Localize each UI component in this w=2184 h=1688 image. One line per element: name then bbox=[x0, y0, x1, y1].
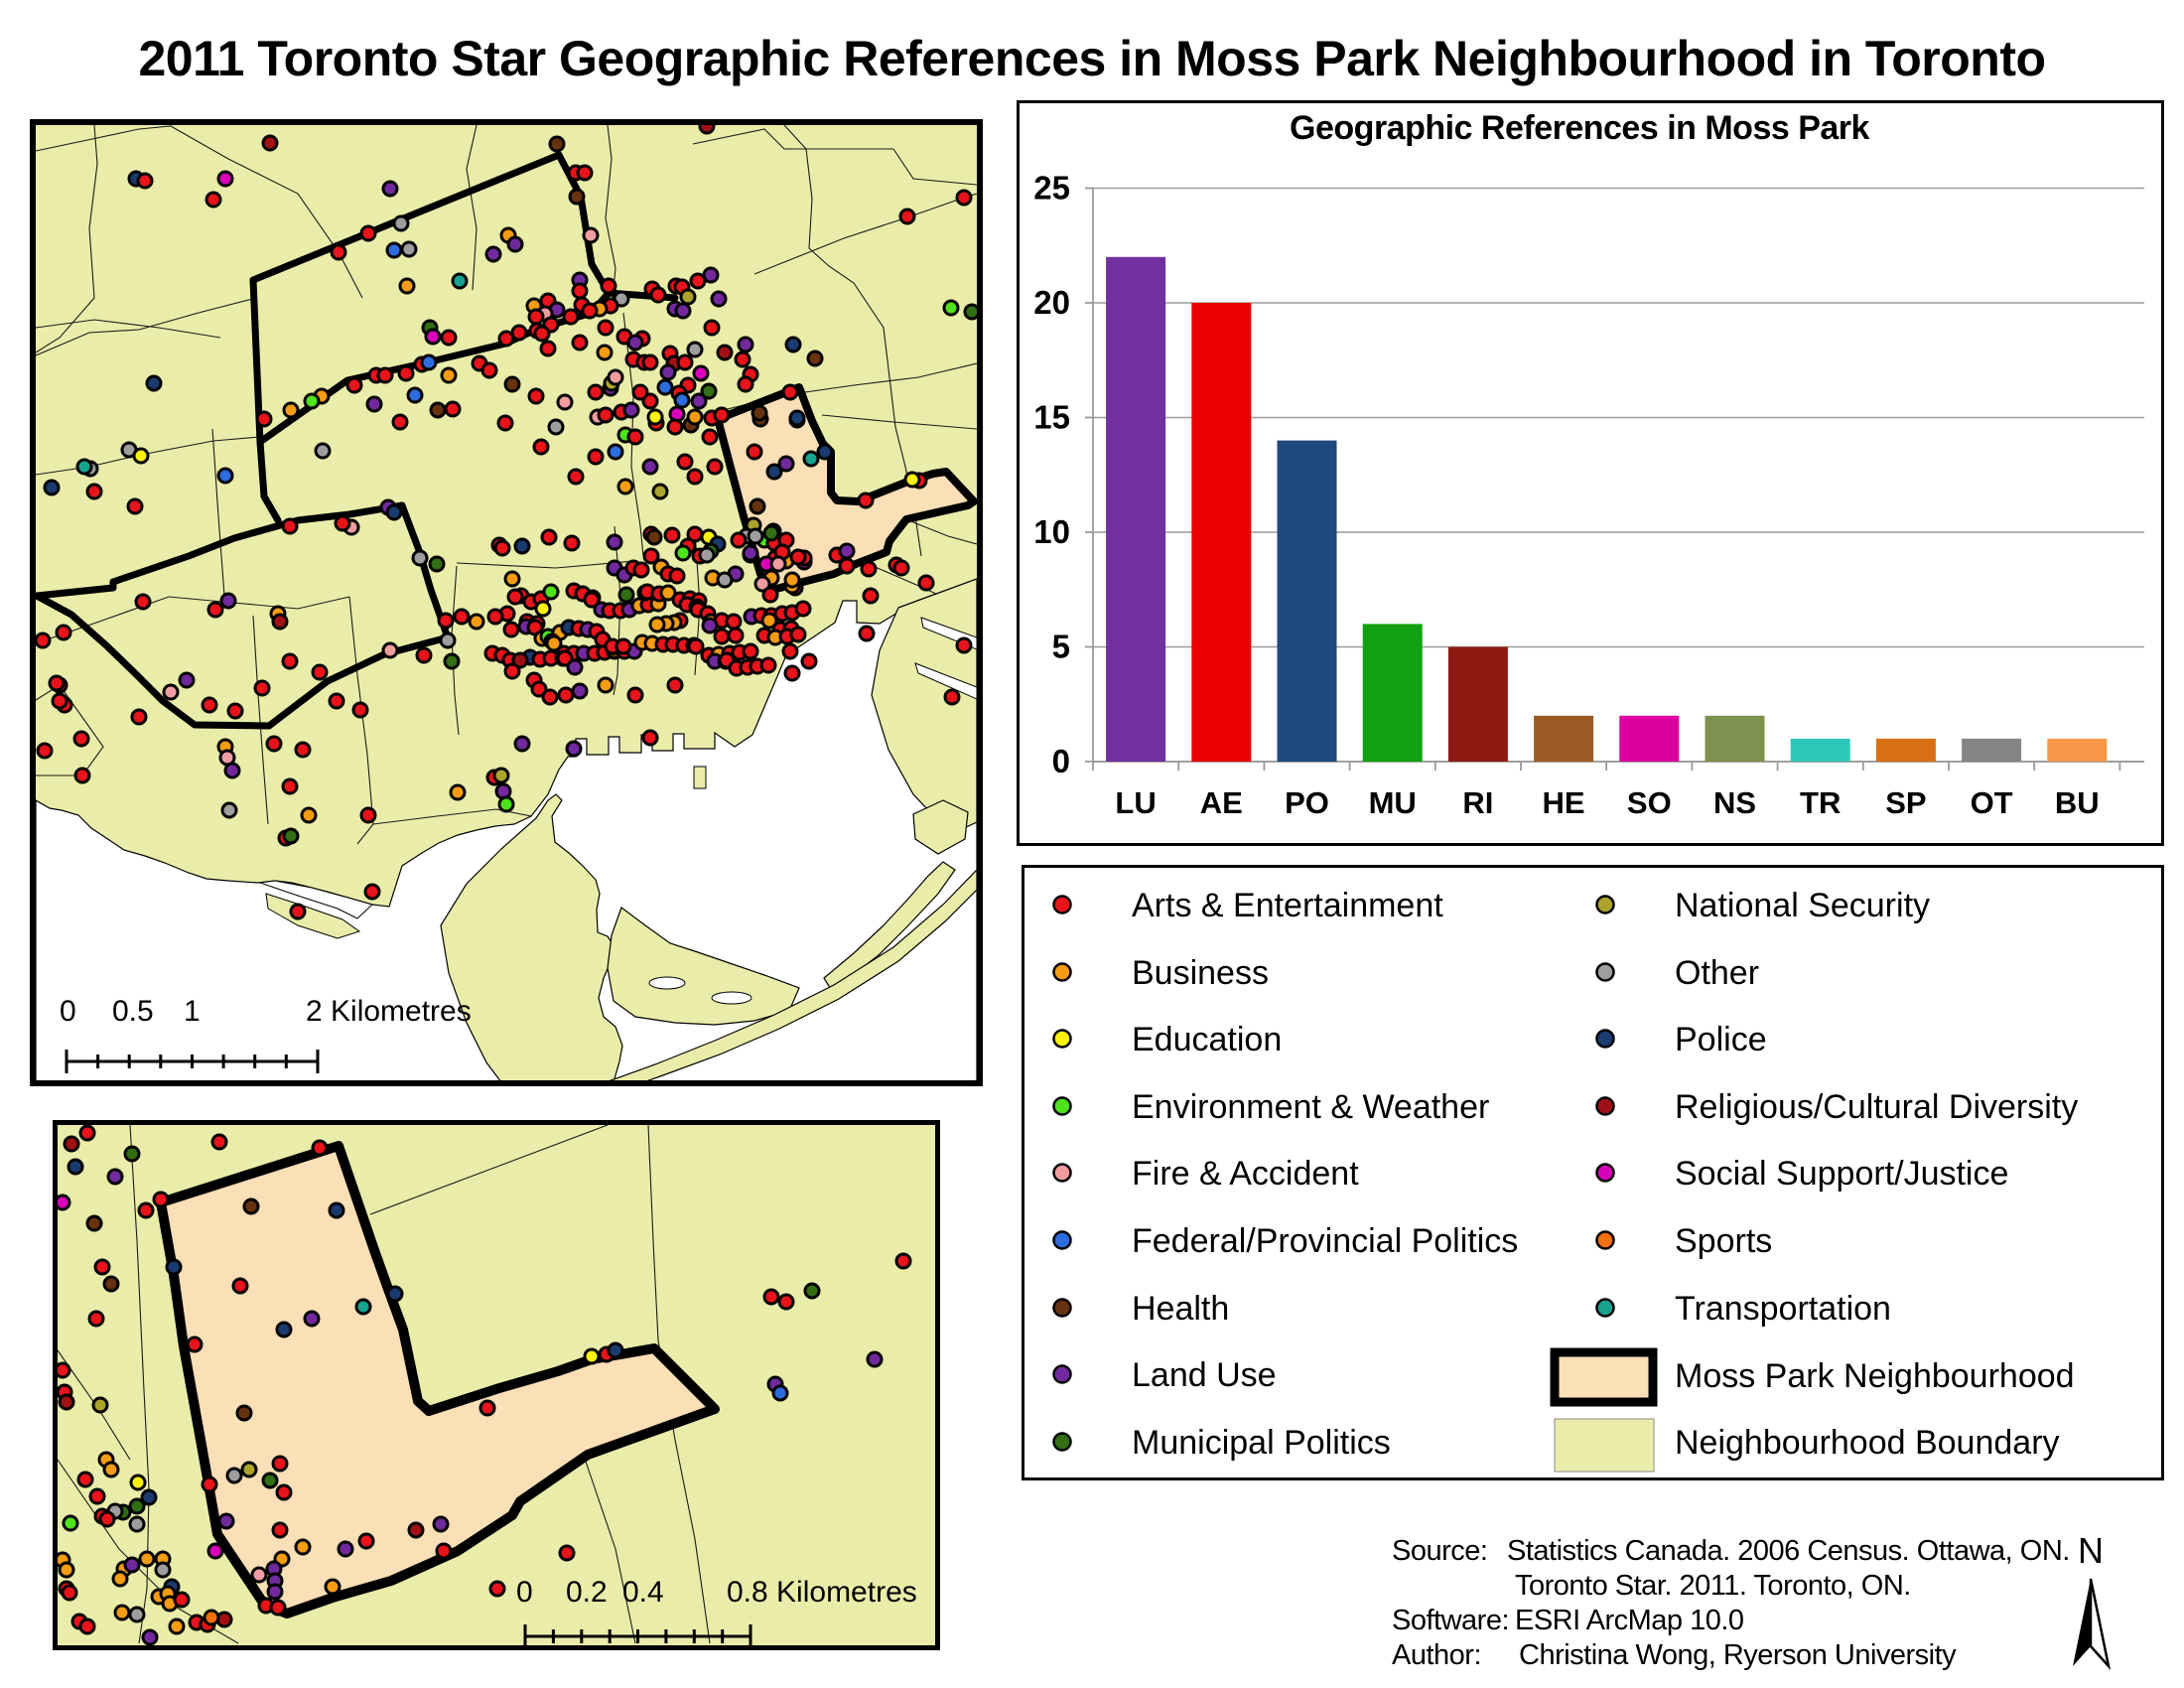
svg-text:AE: AE bbox=[1200, 785, 1243, 820]
svg-text:Education: Education bbox=[1132, 1021, 1282, 1058]
svg-text:National Security: National Security bbox=[1675, 887, 1930, 924]
svg-text:HE: HE bbox=[1543, 785, 1585, 820]
svg-text:Transportation: Transportation bbox=[1675, 1290, 1891, 1328]
svg-text:2 Kilometres: 2 Kilometres bbox=[306, 995, 472, 1028]
svg-text:OT: OT bbox=[1971, 785, 2013, 820]
svg-text:TR: TR bbox=[1800, 785, 1841, 820]
svg-text:Land Use: Land Use bbox=[1132, 1356, 1277, 1394]
svg-text:0: 0 bbox=[60, 995, 76, 1028]
svg-text:LU: LU bbox=[1115, 785, 1156, 820]
svg-text:0: 0 bbox=[1052, 743, 1070, 779]
svg-text:Geographic References in Moss: Geographic References in Moss Park bbox=[1290, 109, 1869, 147]
svg-text:MU: MU bbox=[1369, 785, 1417, 820]
svg-text:Sports: Sports bbox=[1675, 1222, 1772, 1260]
svg-text:Moss Park Neighbourhood: Moss Park Neighbourhood bbox=[1675, 1357, 2075, 1395]
svg-text:Health: Health bbox=[1132, 1290, 1229, 1328]
svg-text:Municipal Politics: Municipal Politics bbox=[1132, 1424, 1391, 1462]
svg-text:RI: RI bbox=[1462, 785, 1493, 820]
svg-text:N: N bbox=[2078, 1530, 2104, 1571]
svg-text:1: 1 bbox=[184, 995, 201, 1028]
svg-text:PO: PO bbox=[1285, 785, 1329, 820]
svg-text:Neighbourhood Boundary: Neighbourhood Boundary bbox=[1675, 1424, 2060, 1462]
svg-text:Federal/Provincial Politics: Federal/Provincial Politics bbox=[1132, 1222, 1518, 1260]
svg-text:Fire & Accident: Fire & Accident bbox=[1132, 1155, 1359, 1193]
svg-text:Arts & Entertainment: Arts & Entertainment bbox=[1132, 887, 1443, 924]
svg-text:Business: Business bbox=[1132, 954, 1269, 992]
svg-text:0.4: 0.4 bbox=[622, 1576, 664, 1609]
svg-text:0: 0 bbox=[516, 1576, 533, 1609]
svg-text:Police: Police bbox=[1675, 1021, 1767, 1058]
svg-text:20: 20 bbox=[1033, 284, 1070, 321]
svg-text:Religious/Cultural Diversity: Religious/Cultural Diversity bbox=[1675, 1088, 2078, 1126]
svg-text:SO: SO bbox=[1627, 785, 1672, 820]
svg-text:10: 10 bbox=[1033, 513, 1070, 550]
svg-text:5: 5 bbox=[1052, 629, 1070, 665]
svg-text:BU: BU bbox=[2055, 785, 2100, 820]
svg-text:Environment & Weather: Environment & Weather bbox=[1132, 1088, 1489, 1126]
svg-text:25: 25 bbox=[1033, 170, 1070, 207]
svg-text:0.5: 0.5 bbox=[112, 995, 154, 1028]
svg-text:Social Support/Justice: Social Support/Justice bbox=[1675, 1155, 2008, 1193]
svg-text:15: 15 bbox=[1033, 399, 1070, 436]
svg-text:SP: SP bbox=[1885, 785, 1926, 820]
svg-text:NS: NS bbox=[1713, 785, 1756, 820]
svg-text:Other: Other bbox=[1675, 954, 1759, 992]
svg-text:0.2: 0.2 bbox=[566, 1576, 608, 1609]
svg-text:0.8 Kilometres: 0.8 Kilometres bbox=[727, 1576, 917, 1609]
